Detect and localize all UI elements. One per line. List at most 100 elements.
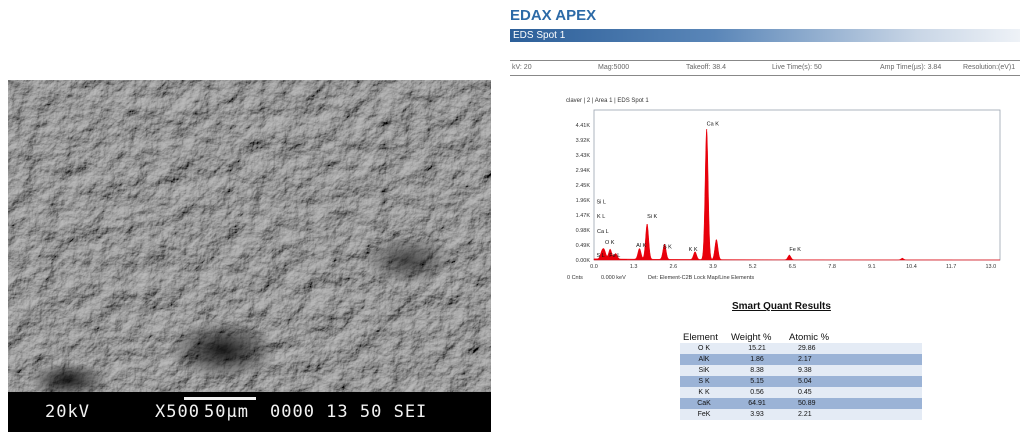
peak-label: S K — [663, 244, 672, 250]
peak-mark — [901, 257, 903, 260]
y-tick-label: 1.47K — [576, 213, 591, 219]
cell-element: K K — [680, 387, 728, 398]
sem-scale-bar — [184, 397, 256, 400]
cell-atomic: 2.17 — [786, 354, 922, 365]
header-weight: Weight % — [728, 332, 786, 343]
spectrum-cnts: 0 Cnts — [567, 275, 583, 281]
header-atomic: Atomic % — [786, 332, 922, 343]
x-tick-label: 7.8 — [828, 264, 836, 270]
peak-mark — [638, 248, 641, 250]
table-row: AlK 1.86 2.17 — [680, 354, 922, 365]
peak-mark — [603, 251, 605, 253]
cell-atomic: 5.04 — [786, 376, 922, 387]
cell-element: AlK — [680, 354, 728, 365]
cell-atomic: 2.21 — [786, 409, 922, 420]
x-tick-label: 0.0 — [590, 264, 598, 270]
cell-weight: 15.21 — [728, 343, 786, 354]
report-spot-label: EDS Spot 1 — [513, 30, 566, 41]
table-row: K K 0.56 0.45 — [680, 387, 922, 398]
x-tick-label: 13.0 — [985, 264, 996, 270]
table-header-row: Element Weight % Atomic % — [680, 332, 922, 343]
peak-label: S L — [596, 253, 604, 259]
cell-weight: 64.91 — [728, 398, 786, 409]
cell-weight: 0.56 — [728, 387, 786, 398]
peak-label: O K — [605, 240, 615, 246]
cell-element: FeK — [680, 409, 728, 420]
peak-mark — [715, 239, 718, 241]
peak-label: Ca L — [597, 229, 609, 235]
sem-scale-label: 50µm — [204, 402, 249, 422]
sem-info-label: 0000 13 50 SEI — [270, 402, 428, 422]
peak-label: Si L — [596, 199, 605, 205]
peak-label: Ca K — [707, 121, 720, 127]
peak-label: Si K — [647, 214, 657, 220]
x-tick-label: 1.3 — [630, 264, 638, 270]
y-tick-label: 4.41K — [576, 123, 591, 129]
report-spot-bar: EDS Spot 1 — [510, 29, 1020, 42]
plot-frame — [593, 109, 1001, 261]
x-tick-label: 6.5 — [789, 264, 797, 270]
peak-label: K K — [689, 247, 698, 253]
y-tick-label: 2.94K — [576, 168, 591, 174]
y-tick-label: 1.96K — [576, 198, 591, 204]
y-tick-label: 0.00K — [576, 258, 591, 264]
spectrum-kev: 0.000 keV — [601, 275, 626, 281]
cell-atomic: 29.86 — [786, 343, 922, 354]
x-tick-label: 9.1 — [868, 264, 876, 270]
cell-weight: 5.15 — [728, 376, 786, 387]
peak-mark — [615, 253, 617, 256]
peak-label: K L — [597, 214, 605, 220]
spectrum-caption: claver | 2 | Area 1 | EDS Spot 1 — [566, 98, 649, 104]
spectrum-trace — [593, 129, 1001, 261]
cell-element: S K — [680, 376, 728, 387]
sem-mag-label: X500 — [155, 402, 200, 422]
param-resolution: Resolution:(eV)1 — [963, 64, 1016, 71]
table-row: O K 15.21 29.86 — [680, 343, 922, 354]
peak-mark — [646, 224, 648, 226]
peak-mark — [788, 254, 790, 257]
cell-weight: 8.38 — [728, 365, 786, 376]
param-kv: kV: 20 — [512, 64, 532, 71]
y-tick-label: 3.43K — [576, 153, 591, 159]
cell-element: O K — [680, 343, 728, 354]
sem-kv-label: 20kV — [45, 402, 90, 422]
sem-micrograph: 20kV X500 50µm 0000 13 50 SEI — [8, 80, 491, 432]
param-amp-time: Amp Time(µs): 3.84 — [880, 64, 942, 71]
table-row: SiK 8.38 9.38 — [680, 365, 922, 376]
eds-spectrum-chart: 0.0 1.3 2.6 3.9 5.2 6.5 7.8 9.1 10.4 11.7 13.0 0.00… — [576, 109, 1001, 270]
table-row: CaK 64.91 50.89 — [680, 398, 922, 409]
peak-label: Fe L — [609, 253, 620, 259]
sem-surface-image — [8, 80, 491, 392]
peak-mark — [663, 244, 666, 246]
cell-atomic: 0.45 — [786, 387, 922, 398]
peak-mark — [601, 252, 603, 254]
header-element: Element — [680, 332, 728, 343]
y-tick-label: 0.98K — [576, 228, 591, 234]
table-row: FeK 3.93 2.21 — [680, 409, 922, 420]
peak-label: Fe K — [789, 247, 801, 253]
cell-atomic: 9.38 — [786, 365, 922, 376]
cell-weight: 1.86 — [728, 354, 786, 365]
x-tick-label: 5.2 — [749, 264, 757, 270]
cell-element: SiK — [680, 365, 728, 376]
table-row: S K 5.15 5.04 — [680, 376, 922, 387]
peak-mark — [706, 129, 708, 131]
x-tick-label: 3.9 — [709, 264, 717, 270]
cell-element: CaK — [680, 398, 728, 409]
smart-quant-title: Smart Quant Results — [732, 301, 831, 312]
report-title: EDAX APEX — [510, 7, 597, 24]
param-takeoff: Takeoff: 38.4 — [686, 64, 726, 71]
x-tick-label: 2.6 — [670, 264, 678, 270]
x-tick-label: 10.4 — [906, 264, 917, 270]
cell-weight: 3.93 — [728, 409, 786, 420]
y-tick-label: 0.49K — [576, 243, 591, 249]
y-tick-label: 2.45K — [576, 183, 591, 189]
cell-atomic: 50.89 — [786, 398, 922, 409]
param-live-time: Live Time(s): 50 — [772, 64, 822, 71]
param-mag: Mag:5000 — [598, 64, 630, 71]
acquisition-params: kV: 20 Mag:5000 Takeoff: 38.4 Live Time(… — [510, 60, 1020, 76]
sem-info-bar: 20kV X500 50µm 0000 13 50 SEI — [8, 392, 491, 432]
smart-quant-table: Element Weight % Atomic % O K 15.21 29.86 A… — [680, 332, 922, 420]
peak-label: Al K — [636, 243, 646, 249]
x-tick-label: 11.7 — [946, 264, 956, 270]
